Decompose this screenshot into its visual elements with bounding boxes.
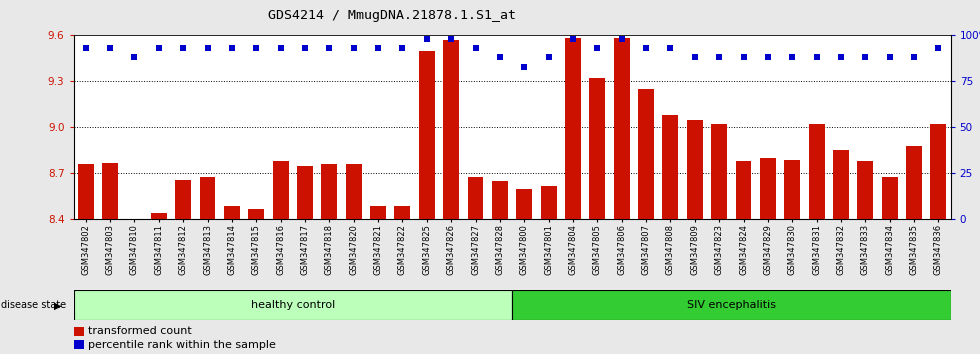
Point <box>395 45 411 51</box>
Bar <box>175 179 191 219</box>
Text: percentile rank within the sample: percentile rank within the sample <box>88 339 276 350</box>
Point <box>833 55 849 60</box>
Bar <box>687 120 703 219</box>
Bar <box>321 164 337 219</box>
Bar <box>418 51 435 219</box>
Bar <box>370 206 386 219</box>
Bar <box>541 186 557 219</box>
Bar <box>492 181 508 219</box>
Text: transformed count: transformed count <box>88 326 192 336</box>
Bar <box>443 40 459 219</box>
Point <box>370 45 386 51</box>
Bar <box>760 158 776 219</box>
Point <box>126 55 142 60</box>
Point <box>565 36 581 42</box>
Point <box>516 64 532 69</box>
Bar <box>248 209 265 219</box>
Point <box>784 55 800 60</box>
Bar <box>200 177 216 219</box>
Point <box>224 45 240 51</box>
Point <box>443 36 459 42</box>
Point <box>151 45 167 51</box>
Bar <box>151 213 167 219</box>
Bar <box>833 150 849 219</box>
Point <box>858 55 873 60</box>
Point <box>638 45 654 51</box>
Point <box>77 45 93 51</box>
Bar <box>467 177 483 219</box>
Bar <box>930 124 947 219</box>
Text: GDS4214 / MmugDNA.21878.1.S1_at: GDS4214 / MmugDNA.21878.1.S1_at <box>268 9 516 22</box>
Point <box>931 45 947 51</box>
Point <box>297 45 313 51</box>
Bar <box>512 290 951 320</box>
Point <box>736 55 752 60</box>
Bar <box>346 164 362 219</box>
Point <box>418 36 434 42</box>
Point <box>711 55 727 60</box>
Bar <box>565 39 581 219</box>
Bar <box>808 124 824 219</box>
Point <box>906 55 922 60</box>
Point <box>687 55 703 60</box>
Point <box>102 45 118 51</box>
Point <box>321 45 337 51</box>
Point <box>467 45 483 51</box>
Point <box>492 55 508 60</box>
Point <box>808 55 824 60</box>
Point <box>882 55 898 60</box>
Point <box>662 45 678 51</box>
Bar <box>711 124 727 219</box>
Bar <box>74 290 512 320</box>
Point <box>541 55 557 60</box>
Bar <box>784 160 800 219</box>
Bar <box>589 78 606 219</box>
Bar <box>858 161 873 219</box>
Bar <box>516 189 532 219</box>
Bar <box>74 326 84 336</box>
Bar <box>882 177 898 219</box>
Text: healthy control: healthy control <box>251 300 335 310</box>
Bar <box>638 89 654 219</box>
Point <box>346 45 362 51</box>
Bar <box>906 146 922 219</box>
Text: disease state: disease state <box>1 300 66 310</box>
Bar <box>736 161 752 219</box>
Text: SIV encephalitis: SIV encephalitis <box>687 300 776 310</box>
Point <box>248 45 264 51</box>
Bar <box>297 166 313 219</box>
Bar <box>272 161 288 219</box>
Bar <box>224 206 240 219</box>
Bar <box>395 206 411 219</box>
Point <box>590 45 606 51</box>
Bar <box>77 164 94 219</box>
Point <box>760 55 776 60</box>
Bar <box>74 340 84 349</box>
Bar <box>613 39 629 219</box>
Bar <box>102 163 118 219</box>
Point <box>613 36 629 42</box>
Bar <box>662 115 678 219</box>
Text: ▶: ▶ <box>54 300 62 310</box>
Point <box>200 45 216 51</box>
Point <box>272 45 288 51</box>
Point <box>175 45 191 51</box>
